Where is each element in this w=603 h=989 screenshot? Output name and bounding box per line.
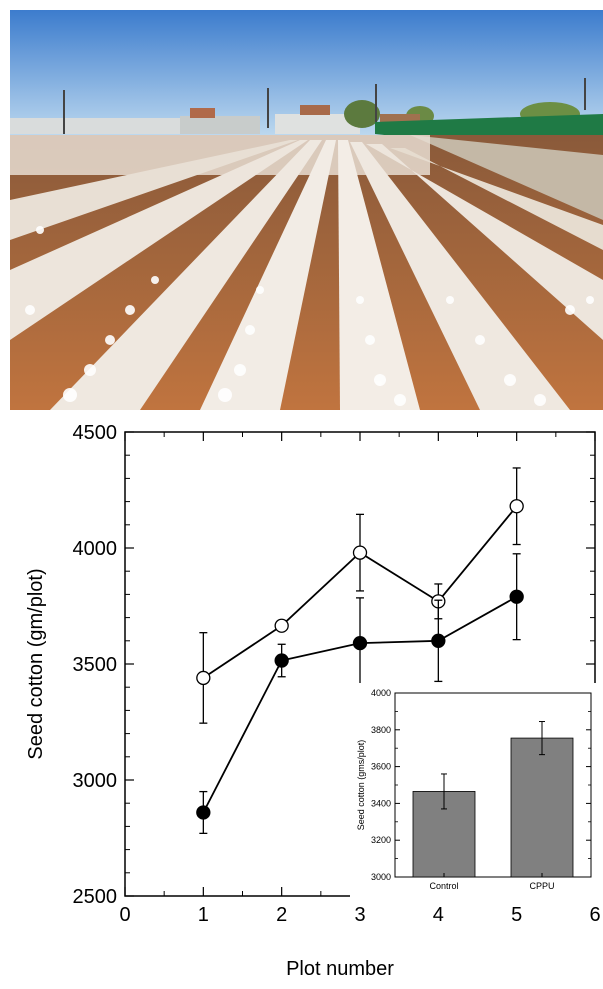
utility-poles bbox=[63, 78, 586, 134]
x-tick-label: 0 bbox=[119, 904, 130, 926]
inset-y-tick-label: 3600 bbox=[371, 762, 391, 772]
cotton-field-illustration bbox=[10, 10, 603, 410]
y-tick-label: 2500 bbox=[73, 886, 118, 908]
main-x-axis-label: Plot number bbox=[286, 958, 394, 980]
cotton-field-photo bbox=[10, 10, 603, 410]
main-series bbox=[196, 467, 524, 835]
series-2-point bbox=[352, 635, 368, 651]
x-tick-label: 1 bbox=[198, 904, 209, 926]
main-axes: 0 1 2 3 4 5 6 2500 3000 3500 4000 4500 bbox=[73, 422, 601, 926]
x-tick-label: 4 bbox=[433, 904, 444, 926]
y-tick-label: 4000 bbox=[73, 538, 118, 560]
chart-panel: 0 1 2 3 4 5 6 2500 3000 3500 4000 4500 Seed cotton … bbox=[10, 410, 603, 984]
series-1-point bbox=[274, 618, 289, 633]
cotton-rows bbox=[10, 140, 603, 410]
x-tick-label: 2 bbox=[276, 904, 287, 926]
inset-y-tick-label: 3200 bbox=[371, 835, 391, 845]
main-y-axis-label: Seed cotton (gm/plot) bbox=[25, 568, 47, 759]
x-tick-label: 5 bbox=[511, 904, 522, 926]
gravel-road bbox=[410, 135, 603, 220]
series-1-point bbox=[509, 499, 524, 514]
inset-x-tick-label: CPPU bbox=[529, 881, 554, 891]
inset-y-tick-label: 3000 bbox=[371, 872, 391, 882]
inset-y-tick-label: 3400 bbox=[371, 798, 391, 808]
inset-axes: 3000 3200 3400 3600 3800 4000 bbox=[371, 688, 591, 882]
cotton-bolls bbox=[25, 226, 594, 406]
main-chart: 0 1 2 3 4 5 6 2500 3000 3500 4000 4500 Seed cotton … bbox=[25, 422, 601, 980]
series-2-point bbox=[431, 633, 446, 648]
y-tick-label: 3500 bbox=[73, 654, 118, 676]
inset-bar-chart: 3000 3200 3400 3600 3800 4000 Control CPPU See… bbox=[350, 683, 596, 897]
inset-y-tick-label: 3800 bbox=[371, 725, 391, 735]
chart-svg: 0 1 2 3 4 5 6 2500 3000 3500 4000 4500 Seed cotton … bbox=[25, 422, 601, 980]
inset-y-axis-label: Seed cotton (gms/plot) bbox=[356, 740, 366, 831]
x-tick-label: 6 bbox=[589, 904, 600, 926]
y-tick-label: 4500 bbox=[73, 422, 118, 444]
inset-bars: Control CPPU bbox=[412, 721, 574, 891]
inset-x-tick-label: Control bbox=[429, 881, 458, 891]
series-2-point bbox=[274, 653, 289, 668]
series-2-point bbox=[196, 805, 211, 820]
y-tick-label: 3000 bbox=[73, 770, 118, 792]
x-tick-label: 3 bbox=[354, 904, 365, 926]
series-1-point bbox=[196, 670, 211, 686]
series-1-point bbox=[352, 545, 368, 560]
inset-y-tick-label: 4000 bbox=[371, 688, 391, 698]
inset-bar-cppu bbox=[510, 737, 574, 878]
series-2-point bbox=[509, 589, 524, 604]
